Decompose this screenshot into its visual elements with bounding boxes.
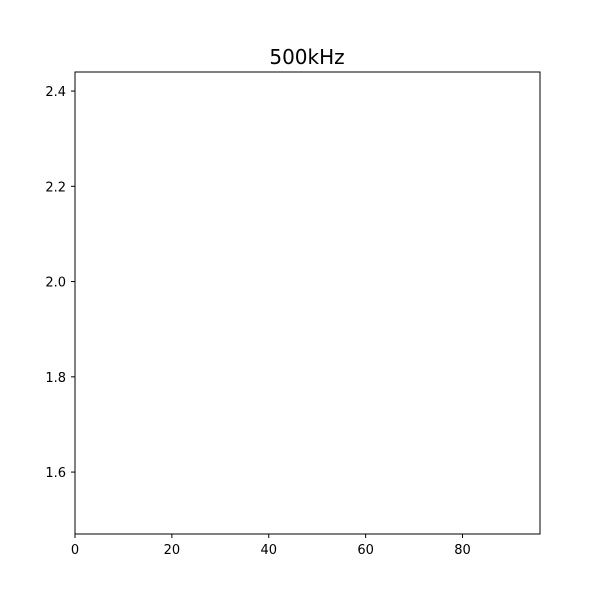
y-tick-label: 2.4 — [45, 85, 66, 100]
x-axis: 0 20 40 60 80 — [71, 534, 471, 558]
x-tick-label: 40 — [260, 543, 277, 558]
x-tick-label: 0 — [71, 543, 79, 558]
x-tick-label: 20 — [164, 543, 181, 558]
y-tick-label: 1.8 — [45, 371, 66, 386]
chart-title: 500kHz — [269, 45, 344, 69]
y-tick-label: 2.0 — [45, 276, 66, 291]
y-tick-label: 2.2 — [45, 180, 66, 195]
x-tick-label: 60 — [357, 543, 374, 558]
y-tick-label: 1.6 — [45, 466, 66, 481]
plot-area-frame — [74, 71, 541, 535]
x-tick-label: 80 — [454, 543, 471, 558]
y-axis: 1.6 1.8 2.0 2.2 2.4 — [45, 85, 75, 481]
